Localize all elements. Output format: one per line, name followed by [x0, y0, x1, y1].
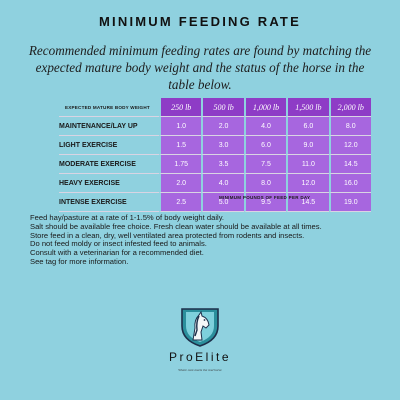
table-cell: 1.75 [159, 155, 202, 174]
table-cell: 5.0 [201, 193, 244, 212]
table-row: MAINTENANCE/LAY UP 1.0 2.0 4.0 6.0 8.0 [59, 116, 371, 136]
feeding-rate-table: EXPECTED MATURE BODY WEIGHT 250 lb 500 l… [59, 98, 371, 212]
weight-column-header: 1,500 lb [286, 98, 329, 116]
table-cell: 6.0 [243, 136, 287, 155]
brand-tagline: Where care meets the real horse [178, 368, 222, 372]
table-footnote: MINIMUM POUNDS OF FEED PER DAY [219, 195, 311, 200]
horse-shield-icon [178, 306, 222, 348]
table-row: MODERATE EXERCISE 1.75 3.5 7.5 11.0 14.5 [59, 155, 371, 174]
note-line: Consult with a veterinarian for a recomm… [30, 248, 204, 258]
row-label: INTENSE EXERCISE [59, 193, 159, 212]
table-cell: 14.5 [328, 155, 371, 174]
table-cell: 2.5 [159, 193, 202, 212]
table-cell: 9.0 [286, 136, 329, 155]
row-label: LIGHT EXERCISE [59, 136, 159, 155]
table-cell: 14.5 [286, 193, 329, 212]
feeding-notes: Feed hay/pasture at a rate of 1-1.5% of … [30, 213, 390, 267]
table-cell: 12.0 [286, 174, 329, 193]
table-cell: 12.0 [328, 136, 371, 155]
intro-text: Recommended minimum feeding rates are fo… [28, 43, 372, 92]
table-header-row: EXPECTED MATURE BODY WEIGHT 250 lb 500 l… [59, 98, 371, 116]
table-cell: 11.0 [286, 155, 329, 174]
brand-name: ProElite [168, 350, 232, 364]
table-cell: 6.0 [286, 116, 329, 136]
note-line: Do not feed moldy or insect infested fee… [30, 239, 207, 249]
table-cell: 9.5 [243, 193, 287, 212]
note-line: See tag for more information. [30, 256, 129, 266]
weight-column-header: 250 lb [159, 98, 202, 116]
feeding-rate-table-container: EXPECTED MATURE BODY WEIGHT 250 lb 500 l… [59, 98, 371, 212]
note-line: Salt should be available free choice. Fr… [30, 221, 322, 231]
table-cell: 8.0 [243, 174, 287, 193]
weight-column-header: 2,000 lb [328, 98, 371, 116]
table-row: INTENSE EXERCISE 2.5 5.0 9.5 14.5 19.0 [59, 193, 371, 212]
row-label: MODERATE EXERCISE [59, 155, 159, 174]
table-cell: 16.0 [328, 174, 371, 193]
weight-column-header: 500 lb [201, 98, 244, 116]
table-row: HEAVY EXERCISE 2.0 4.0 8.0 12.0 16.0 [59, 174, 371, 193]
table-cell: 1.5 [159, 136, 202, 155]
row-label: MAINTENANCE/LAY UP [59, 116, 159, 136]
note-line: Store feed in a clean, dry, well ventila… [30, 230, 305, 240]
row-label: HEAVY EXERCISE [59, 174, 159, 193]
weight-column-header: 1,000 lb [243, 98, 287, 116]
table-cell: 4.0 [201, 174, 244, 193]
table-cell: 7.5 [243, 155, 287, 174]
note-line: Feed hay/pasture at a rate of 1-1.5% of … [30, 213, 225, 222]
table-cell: 2.0 [159, 174, 202, 193]
table-cell: 4.0 [243, 116, 287, 136]
weight-header-label: EXPECTED MATURE BODY WEIGHT [65, 104, 150, 110]
table-row: LIGHT EXERCISE 1.5 3.0 6.0 9.0 12.0 [59, 136, 371, 155]
table-cell: 19.0 [328, 193, 371, 212]
page-title: MINIMUM FEEDING RATE [99, 14, 301, 29]
table-cell: 3.0 [201, 136, 244, 155]
table-cell: 1.0 [159, 116, 202, 136]
table-cell: 2.0 [201, 116, 244, 136]
table-cell: 3.5 [201, 155, 244, 174]
table-cell: 8.0 [328, 116, 371, 136]
